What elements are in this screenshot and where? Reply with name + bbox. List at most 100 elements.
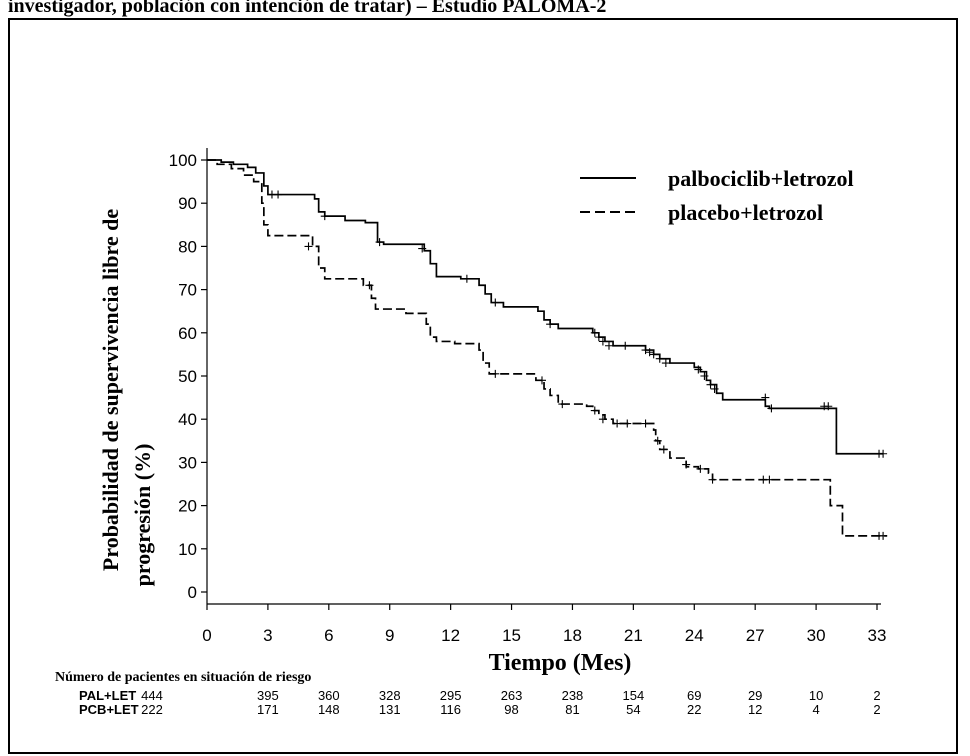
risk-table-title: Número de pacientes en situación de ries… (55, 670, 311, 685)
y-tick-label: 10 (178, 540, 197, 559)
y-tick-label: 90 (178, 194, 197, 213)
risk-value: 148 (318, 702, 340, 717)
censor-mark (462, 274, 471, 283)
censor-mark (594, 333, 603, 342)
y-tick-label: 80 (178, 237, 197, 256)
risk-value: 4 (812, 702, 819, 717)
censor-mark (653, 436, 662, 445)
legend-label-2: placebo+letrozol (668, 200, 823, 225)
x-tick-label: 30 (807, 626, 826, 645)
censor-mark (598, 337, 607, 346)
x-tick-label: 33 (868, 626, 887, 645)
censor-mark (708, 475, 717, 484)
censor-mark (538, 376, 546, 385)
series-line-2 (207, 159, 888, 537)
censor-mark (767, 404, 776, 413)
risk-value: 295 (440, 688, 462, 703)
chart-curves (207, 159, 888, 540)
censor-mark (304, 242, 313, 251)
risk-row-label: PCB+LET (79, 702, 139, 717)
censor-mark (879, 531, 888, 540)
censor-mark (613, 419, 622, 428)
page-heading: investigador, población con intención de… (8, 0, 607, 17)
censor-mark (645, 348, 654, 357)
censor-mark (700, 372, 709, 380)
censor-mark (274, 190, 283, 199)
risk-value: 360 (318, 688, 340, 703)
censor-mark (320, 212, 329, 221)
censor-mark (710, 384, 719, 393)
censor-mark (761, 393, 770, 402)
x-tick-label: 9 (385, 626, 394, 645)
x-tick-label: 27 (746, 626, 765, 645)
censor-mark (641, 346, 650, 355)
censor-mark (375, 238, 384, 247)
risk-value: 395 (257, 688, 279, 703)
risk-value: 69 (687, 688, 701, 703)
x-tick-label: 3 (263, 626, 272, 645)
censor-mark (641, 419, 650, 428)
risk-value: 444 (141, 688, 163, 703)
x-tick-label: 18 (563, 626, 582, 645)
y-tick-label: 0 (188, 583, 197, 602)
censor-mark (598, 415, 607, 424)
risk-value: 54 (626, 702, 640, 717)
y-tick-label: 50 (178, 367, 197, 386)
censor-mark (558, 400, 567, 409)
risk-row-label: PAL+LET (79, 688, 136, 703)
censor-mark (659, 445, 668, 454)
x-tick-label: 6 (324, 626, 333, 645)
risk-value: 131 (379, 702, 401, 717)
censor-mark (418, 244, 427, 253)
risk-value: 81 (565, 702, 579, 717)
risk-value: 29 (748, 688, 762, 703)
censor-mark (590, 406, 599, 415)
risk-value: 98 (504, 702, 518, 717)
risk-value: 222 (141, 702, 163, 717)
censor-mark (491, 298, 500, 307)
y-tick-label: 100 (169, 151, 197, 170)
risk-value: 263 (501, 688, 523, 703)
censor-mark (765, 475, 774, 484)
censor-mark (491, 369, 500, 378)
chart-axes: 0 10 20 30 40 50 60 70 80 90 100 0 3 6 9 12 15 18 21 24 27 30… (98, 148, 886, 676)
censor-mark (696, 464, 705, 473)
risk-value: 2 (873, 688, 880, 703)
risk-value: 2 (873, 702, 880, 717)
censor-mark (682, 460, 691, 469)
risk-value: 328 (379, 688, 401, 703)
risk-value: 116 (440, 702, 461, 717)
figure-frame (8, 18, 958, 754)
x-tick-label: 0 (202, 626, 211, 645)
legend-label-1: palbociclib+letrozol (668, 166, 854, 191)
risk-table: Número de pacientes en situación de ries… (55, 670, 881, 717)
risk-value: 10 (809, 688, 823, 703)
censor-mark (623, 419, 632, 428)
censor-mark (546, 320, 555, 329)
censor-mark (661, 359, 670, 368)
censor-mark (590, 328, 599, 337)
risk-value: 154 (623, 688, 645, 703)
x-tick-label: 24 (685, 626, 704, 645)
censor-mark (655, 354, 664, 363)
x-axis-title: Tiempo (Mes) (489, 650, 632, 676)
censor-mark (706, 380, 715, 389)
censor-mark (649, 350, 658, 359)
y-axis-title-line2: progresión (%) (130, 444, 155, 587)
censor-mark (694, 365, 703, 374)
censor-mark (621, 341, 630, 350)
risk-value: 171 (257, 702, 279, 717)
y-tick-label: 20 (178, 497, 197, 516)
y-axis-title-line1: Probabilidad de supervivencia libre de (98, 209, 123, 571)
series-line-1 (207, 159, 884, 455)
censor-mark (605, 341, 613, 350)
x-tick-label: 15 (502, 626, 521, 645)
y-tick-label: 60 (178, 324, 197, 343)
y-tick-label: 70 (178, 281, 197, 300)
y-tick-label: 40 (178, 410, 197, 429)
censor-mark (824, 402, 833, 411)
x-tick-label: 21 (624, 626, 643, 645)
risk-value: 12 (748, 702, 762, 717)
risk-value: 22 (687, 702, 701, 717)
